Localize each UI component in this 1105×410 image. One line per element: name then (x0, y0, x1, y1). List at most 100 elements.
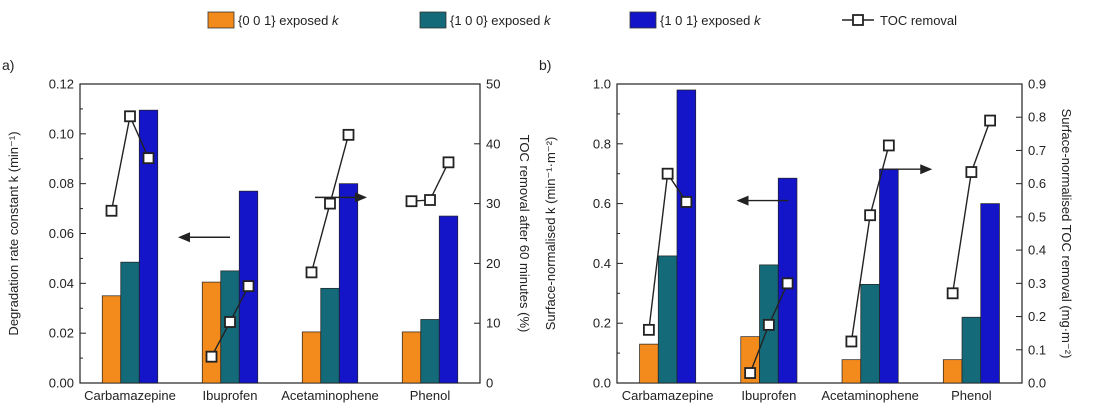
left-tick-label: 1.0 (593, 77, 611, 92)
toc-point (105, 204, 118, 217)
left-tick-label: 0.02 (49, 326, 74, 341)
right-tick-label: 0.1 (1028, 342, 1046, 357)
category-label: Phenol (410, 388, 451, 403)
legend-swatch (419, 11, 447, 29)
right-tick-label: 30 (486, 196, 500, 211)
panel-label: b) (539, 57, 551, 73)
legend-swatch (207, 11, 235, 29)
bar (138, 109, 159, 384)
legend-label: TOC removal (880, 13, 957, 28)
toc-point (142, 152, 155, 165)
bar (438, 215, 459, 384)
category-label: Phenol (951, 388, 992, 403)
toc-point (680, 196, 693, 208)
legend-square-marker (852, 14, 864, 26)
right-tick-label: 0.2 (1028, 309, 1046, 324)
bar (879, 168, 899, 384)
right-tick-label: 50 (486, 77, 500, 92)
toc-point (124, 110, 136, 123)
right-tick-label: 0.7 (1028, 143, 1046, 158)
arrow-head (355, 192, 367, 203)
toc-point (781, 277, 794, 290)
category-label: Carbamazepine (84, 388, 176, 403)
toc-point (342, 128, 355, 141)
panel-b: b) 0.0 0.2 0.4 0.6 0.8 1.0 0.0 0.1 0.2 0.3 0.4 0.5 0.… (539, 57, 1074, 403)
toc-point (405, 195, 418, 208)
category-label: Ibuprofen (203, 388, 258, 403)
left-tick-label: 0.4 (593, 256, 611, 271)
legend: {0 0 1} exposed k {1 0 0} exposed k {1 0 1… (207, 11, 957, 29)
toc-point (224, 316, 236, 328)
right-tick-label: 0.8 (1028, 110, 1046, 125)
bar (657, 255, 678, 384)
arrow-head (178, 232, 190, 243)
toc-point (205, 350, 218, 363)
left-tick-label: 0.6 (593, 196, 611, 211)
bar (841, 359, 862, 384)
legend-label: {1 0 0} exposed k (450, 13, 552, 28)
category-label: Ibuprofen (741, 388, 796, 403)
legend-swatch (629, 11, 657, 29)
toc-point (845, 335, 858, 348)
toc-point (762, 318, 775, 331)
bar (101, 295, 122, 384)
right-tick-label: 0.4 (1028, 243, 1046, 258)
left-tick-label: 0.0 (593, 376, 611, 391)
left-tick-label: 0.8 (593, 136, 611, 151)
toc-point (642, 323, 655, 336)
left-tick-label: 0.2 (593, 316, 611, 331)
toc-point (864, 209, 877, 222)
right-tick-label: 0.0 (1028, 376, 1046, 391)
y-axis-right-label: Surface-normalised TOC removal (mg·m⁻²) (1059, 109, 1074, 359)
toc-point (946, 287, 959, 300)
bar (401, 331, 422, 384)
toc-point (242, 280, 255, 293)
toc-point (882, 139, 895, 152)
toc-point (661, 167, 674, 180)
bar (860, 283, 880, 384)
toc-point (305, 266, 318, 279)
right-tick-label: 20 (486, 256, 500, 271)
left-tick-label: 0.08 (49, 176, 74, 191)
arrow-head (736, 195, 749, 206)
category-label: Acetaminophene (821, 388, 919, 403)
bar (676, 89, 697, 384)
category-label: Carbamazepine (622, 388, 714, 403)
legend-label: {0 0 1} exposed k (238, 13, 340, 28)
bar (320, 287, 340, 384)
bar (201, 281, 222, 384)
category-label: Acetaminophene (281, 388, 379, 403)
y-axis-right-label: TOC removal after 60 minutes (%) (517, 135, 532, 333)
bar (980, 203, 1000, 384)
left-tick-label: 0.04 (49, 276, 74, 291)
toc-point (442, 156, 455, 169)
bar (420, 319, 440, 384)
bar (961, 316, 982, 384)
toc-point (324, 197, 336, 210)
bar (301, 331, 322, 384)
legend-label: {1 0 1} exposed k (660, 13, 762, 28)
toc-point (424, 194, 436, 206)
left-tick-label: 0.10 (49, 126, 74, 141)
right-tick-label: 0.5 (1028, 209, 1046, 224)
bar (639, 343, 659, 384)
right-tick-label: 0.9 (1028, 77, 1046, 92)
y-axis-label: Degradation rate constant k (min⁻¹) (6, 131, 21, 335)
toc-point (744, 367, 757, 379)
left-tick-label: 0.06 (49, 226, 74, 241)
right-tick-label: 40 (486, 136, 500, 151)
bar (120, 261, 140, 384)
bar (942, 359, 963, 384)
left-tick-label: 0.12 (49, 77, 74, 92)
arrow-head (920, 164, 933, 175)
y-axis-label: Surface-normalised k (min⁻¹·m⁻²) (543, 137, 558, 331)
panel-a: a) 0.00 0.02 0.04 0.06 0.08 0.10 0.12 0 10 20 30 40 5… (2, 57, 532, 403)
bar (338, 183, 359, 384)
right-tick-label: 0 (486, 376, 493, 391)
right-tick-label: 0.3 (1028, 276, 1046, 291)
panel-label: a) (2, 57, 14, 73)
right-tick-label: 10 (486, 316, 500, 331)
toc-point (965, 166, 978, 178)
left-tick-label: 0.00 (49, 376, 74, 391)
